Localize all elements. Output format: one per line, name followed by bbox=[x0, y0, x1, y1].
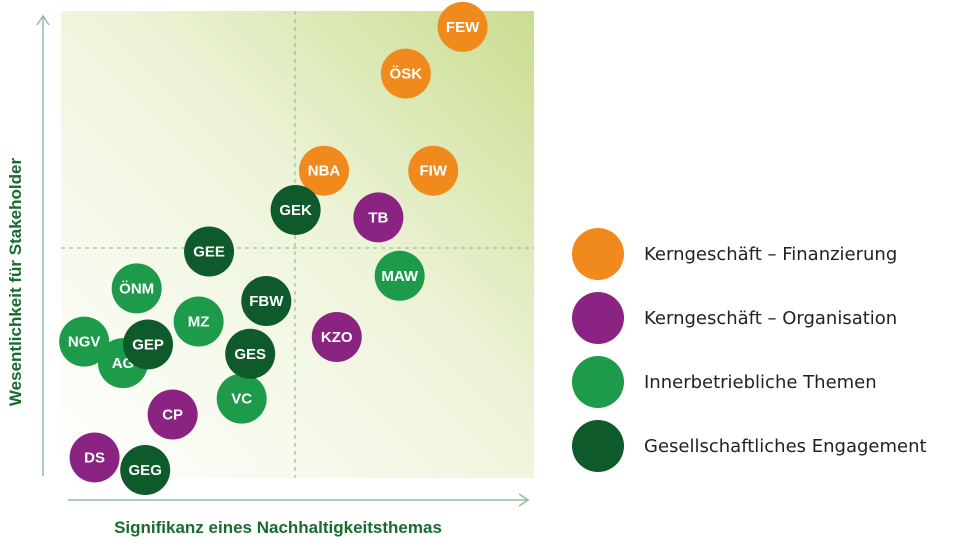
bubble-mz: MZ bbox=[173, 296, 224, 347]
bubble-label-cp: CP bbox=[162, 406, 183, 423]
bubble-label-few: FEW bbox=[446, 19, 480, 36]
bubble-kzo: KZO bbox=[311, 311, 362, 362]
bubble-label-tb: TB bbox=[368, 209, 388, 226]
bubble-gee: GEE bbox=[184, 226, 235, 277]
bubble-label-ngv: NGV bbox=[68, 334, 101, 351]
bubble-maw: MAW bbox=[374, 250, 425, 301]
legend-item-finanzierung: Kerngeschäft – Finanzierung bbox=[572, 222, 952, 286]
bubble-label-önm: ÖNM bbox=[119, 280, 154, 297]
bubble-ds: DS bbox=[69, 432, 120, 483]
bubble-ösk: ÖSK bbox=[380, 48, 431, 99]
plot-area bbox=[61, 11, 534, 478]
bubble-label-vc: VC bbox=[231, 391, 252, 408]
y-axis-arrow bbox=[36, 14, 50, 476]
bubble-label-gee: GEE bbox=[193, 244, 225, 261]
bubble-önm: ÖNM bbox=[111, 263, 162, 314]
legend-swatch-innerbetrieblich bbox=[572, 356, 624, 408]
bubble-circle-ds bbox=[69, 432, 120, 483]
bubble-cp: CP bbox=[147, 389, 198, 440]
bubble-vc: VC bbox=[216, 373, 267, 424]
bubble-circle-gep bbox=[123, 319, 174, 370]
legend-label-finanzierung: Kerngeschäft – Finanzierung bbox=[644, 243, 898, 265]
bubble-circle-fbw bbox=[241, 276, 292, 327]
bubble-label-kzo: KZO bbox=[321, 329, 353, 346]
bubble-tb: TB bbox=[353, 192, 404, 243]
bubble-circle-nba bbox=[298, 145, 349, 196]
x-axis-title: Signifikanz eines Nachhaltigkeitsthemas bbox=[114, 518, 442, 537]
bubble-label-geg: GEG bbox=[129, 462, 162, 479]
legend-swatch-organisation bbox=[572, 292, 624, 344]
legend-label-gesellschaftlich: Gesellschaftliches Engagement bbox=[644, 435, 927, 457]
bubble-label-gek: GEK bbox=[279, 202, 312, 219]
bubble-label-gep: GEP bbox=[132, 336, 164, 353]
bubble-circle-few bbox=[437, 1, 488, 52]
bubble-circle-ngv bbox=[59, 316, 110, 367]
bubble-few: FEW bbox=[437, 1, 488, 52]
bubble-circle-tb bbox=[353, 192, 404, 243]
bubble-fbw: FBW bbox=[241, 276, 292, 327]
bubble-circle-geg bbox=[120, 445, 171, 496]
bubble-circle-ösk bbox=[380, 48, 431, 99]
bubble-circle-gee bbox=[184, 226, 235, 277]
bubble-label-nba: NBA bbox=[308, 163, 341, 180]
legend-item-innerbetrieblich: Innerbetriebliche Themen bbox=[572, 350, 952, 414]
legend-item-gesellschaftlich: Gesellschaftliches Engagement bbox=[572, 414, 952, 478]
bubble-circle-maw bbox=[374, 250, 425, 301]
bubble-ges: GES bbox=[225, 328, 276, 379]
bubble-circle-kzo bbox=[311, 311, 362, 362]
bubble-label-ösk: ÖSK bbox=[390, 66, 423, 83]
bubble-label-mz: MZ bbox=[188, 314, 210, 331]
x-axis-arrow bbox=[68, 493, 530, 507]
bubble-label-maw: MAW bbox=[381, 268, 419, 285]
bubble-circle-gek bbox=[270, 184, 321, 235]
bubble-circle-ges bbox=[225, 328, 276, 379]
y-axis-title: Wesentlichkeit für Stakeholder bbox=[6, 158, 25, 407]
legend-label-organisation: Kerngeschäft – Organisation bbox=[644, 307, 898, 329]
legend-swatch-gesellschaftlich bbox=[572, 420, 624, 472]
materiality-chart: Signifikanz eines Nachhaltigkeitsthemas … bbox=[6, 1, 534, 537]
bubble-ngv: NGV bbox=[59, 316, 110, 367]
legend-item-organisation: Kerngeschäft – Organisation bbox=[572, 286, 952, 350]
bubble-circle-cp bbox=[147, 389, 198, 440]
bubble-label-ds: DS bbox=[84, 449, 105, 466]
bubble-label-ges: GES bbox=[234, 346, 266, 363]
bubble-label-fbw: FBW bbox=[249, 293, 284, 310]
bubble-circle-vc bbox=[216, 373, 267, 424]
bubble-gek: GEK bbox=[270, 184, 321, 235]
legend-swatch-finanzierung bbox=[572, 228, 624, 280]
bubble-label-fiw: FIW bbox=[420, 163, 448, 180]
legend: Kerngeschäft – Finanzierung Kerngeschäft… bbox=[572, 222, 952, 478]
bubble-nba: NBA bbox=[298, 145, 349, 196]
bubble-geg: GEG bbox=[120, 445, 171, 496]
bubble-circle-önm bbox=[111, 263, 162, 314]
bubble-gep: GEP bbox=[123, 319, 174, 370]
bubble-circle-fiw bbox=[408, 145, 459, 196]
bubble-circle-mz bbox=[173, 296, 224, 347]
legend-label-innerbetrieblich: Innerbetriebliche Themen bbox=[644, 371, 877, 393]
bubble-fiw: FIW bbox=[408, 145, 459, 196]
